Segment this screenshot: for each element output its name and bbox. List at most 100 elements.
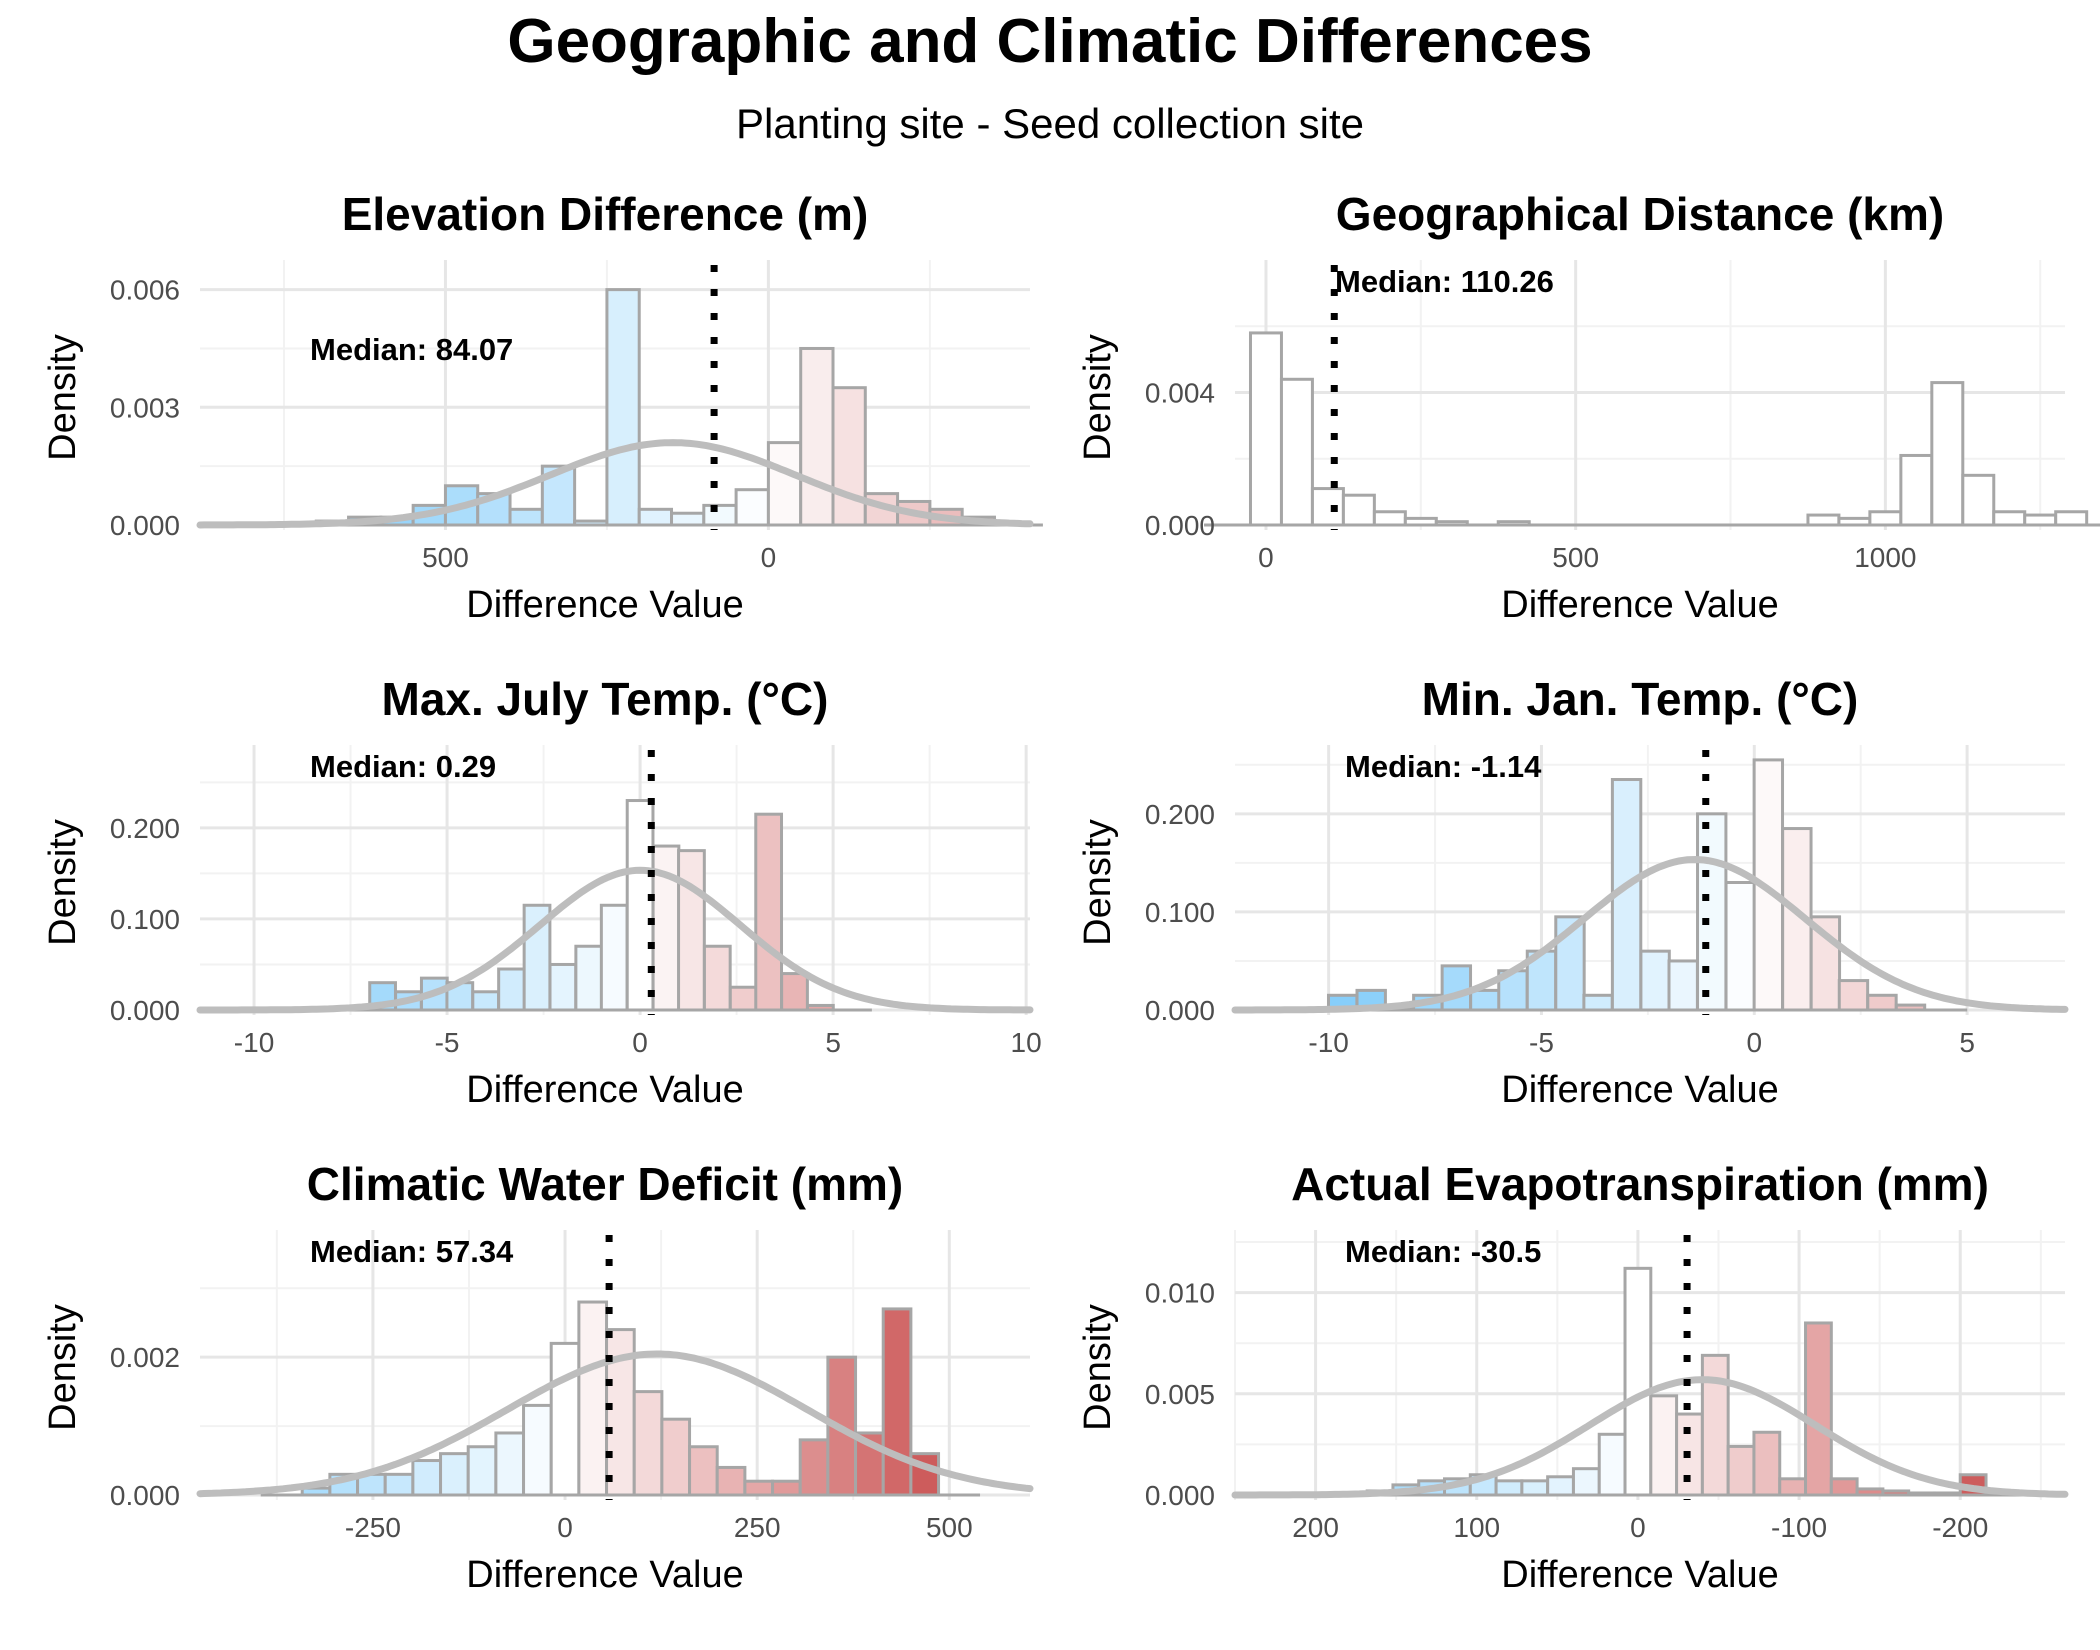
histogram-bar bbox=[540, 464, 577, 527]
chart-panel-max-july-temp: Max. July Temp. (°C) Median: 0.29 -10 -5 0 5 1… bbox=[42, 673, 1042, 1111]
histogram-bar bbox=[1403, 516, 1438, 527]
histogram-bar bbox=[1623, 1266, 1653, 1497]
histogram-bar bbox=[1837, 979, 1870, 1012]
histogram-bar bbox=[734, 488, 770, 527]
histogram-bar bbox=[1582, 993, 1614, 1012]
histogram-bar bbox=[605, 288, 641, 527]
histogram-bar bbox=[1881, 1489, 1911, 1497]
y-tick-label: 0.010 bbox=[1145, 1278, 1215, 1309]
figure-subtitle: Planting site - Seed collection site bbox=[735, 100, 1364, 147]
histogram-bar bbox=[1546, 1475, 1575, 1497]
x-axis-label: Difference Value bbox=[466, 1554, 743, 1596]
histogram-bar bbox=[1930, 381, 1965, 527]
histogram-bar bbox=[1907, 1491, 1936, 1497]
median-label: Median: 84.07 bbox=[310, 332, 513, 367]
histogram-bar bbox=[549, 1341, 581, 1497]
histogram-bar bbox=[548, 962, 578, 1012]
x-tick-label: 0 bbox=[1630, 1512, 1646, 1543]
chart-panel-elevation: Elevation Difference (m) Median: 84.07 500… bbox=[42, 188, 1043, 626]
x-axis-label: Difference Value bbox=[1501, 584, 1778, 626]
histogram-bar bbox=[1649, 1394, 1679, 1497]
y-tick-label: 0.003 bbox=[110, 392, 180, 423]
y-axis-label: Density bbox=[1077, 819, 1119, 946]
histogram-bar bbox=[1341, 493, 1376, 527]
panel-title: Climatic Water Deficit (mm) bbox=[307, 1158, 903, 1210]
y-tick-label: 0.000 bbox=[1145, 510, 1215, 541]
x-tick-label: -100 bbox=[1771, 1512, 1827, 1543]
histogram-bar bbox=[1726, 1444, 1756, 1497]
density-curve bbox=[196, 439, 1034, 529]
histogram-bar bbox=[625, 799, 655, 1012]
histogram-bar bbox=[799, 346, 835, 527]
histogram-bar bbox=[1752, 1430, 1782, 1497]
histogram-bar bbox=[1724, 881, 1756, 1012]
density-curve bbox=[1231, 1376, 2069, 1499]
y-axis-label: Density bbox=[1077, 1304, 1119, 1431]
histogram-bar bbox=[715, 1465, 747, 1497]
x-tick-label: 0 bbox=[761, 542, 777, 573]
panel-title: Min. Jan. Temp. (°C) bbox=[1422, 673, 1859, 725]
x-axis-label: Difference Value bbox=[466, 1069, 743, 1111]
histogram-bar bbox=[677, 849, 706, 1012]
y-tick-label: 0.000 bbox=[110, 995, 180, 1026]
x-tick-label: 0 bbox=[1258, 542, 1274, 573]
histogram-bar bbox=[1696, 812, 1728, 1012]
x-tick-label: 0 bbox=[1746, 1027, 1762, 1058]
histogram-bar bbox=[1894, 1003, 1927, 1012]
histogram-bar bbox=[1597, 1432, 1627, 1497]
density-curve bbox=[1231, 855, 2069, 1014]
histogram-bar bbox=[1434, 520, 1469, 527]
histogram-bar bbox=[508, 507, 544, 527]
histogram-bar bbox=[1248, 331, 1283, 527]
histogram-bar bbox=[574, 944, 604, 1012]
histogram-bar bbox=[383, 1472, 415, 1497]
y-tick-label: 0.005 bbox=[1145, 1379, 1215, 1410]
histogram-bar bbox=[599, 903, 629, 1012]
histogram-bar bbox=[798, 1438, 830, 1497]
y-tick-label: 0.000 bbox=[110, 510, 180, 541]
figure-title: Geographic and Climatic Differences bbox=[507, 7, 1593, 76]
y-tick-label: 0.100 bbox=[110, 904, 180, 935]
x-axis-label: Difference Value bbox=[1501, 1554, 1778, 1596]
histogram-bar bbox=[1866, 993, 1898, 1012]
x-tick-label: 0 bbox=[632, 1027, 648, 1058]
median-label: Median: -1.14 bbox=[1345, 749, 1542, 784]
chart-panel-evapotranspiration: Actual Evapotranspiration (mm) Median: -3… bbox=[1077, 1158, 2069, 1596]
histogram-bar bbox=[1855, 1487, 1885, 1497]
median-label: Median: 57.34 bbox=[310, 1234, 514, 1269]
histogram-bar bbox=[1279, 377, 1314, 527]
chart-panel-water-deficit: Climatic Water Deficit (mm) Median: 57.34… bbox=[42, 1158, 1034, 1596]
histogram-bar bbox=[411, 1459, 443, 1497]
histogram-bar bbox=[743, 1479, 775, 1497]
median-label: Median: 110.26 bbox=[1335, 264, 1554, 299]
histogram-bar bbox=[702, 503, 738, 527]
histogram-bar bbox=[471, 990, 501, 1012]
histogram-bar bbox=[881, 1307, 913, 1497]
histogram-bar bbox=[2023, 513, 2058, 527]
x-tick-label: -250 bbox=[345, 1512, 401, 1543]
y-tick-label: 0.100 bbox=[1145, 897, 1215, 928]
histogram-bar bbox=[1932, 1491, 1962, 1497]
x-tick-label: 0 bbox=[557, 1512, 573, 1543]
x-tick-label: 250 bbox=[734, 1512, 781, 1543]
histogram-bar bbox=[632, 1390, 664, 1497]
x-tick-label: 500 bbox=[1552, 542, 1599, 573]
y-axis-label: Density bbox=[42, 819, 84, 946]
median-label: Median: -30.5 bbox=[1345, 1234, 1541, 1269]
x-tick-label: 100 bbox=[1453, 1512, 1500, 1543]
median-label: Median: 0.29 bbox=[310, 749, 496, 784]
panel-title: Elevation Difference (m) bbox=[342, 188, 869, 240]
x-tick-label: 500 bbox=[422, 542, 469, 573]
histogram-bar bbox=[1992, 510, 2027, 527]
histogram-bar bbox=[831, 386, 867, 527]
x-axis-label: Difference Value bbox=[466, 584, 743, 626]
y-axis-label: Density bbox=[1077, 334, 1119, 461]
histogram-bar bbox=[754, 812, 784, 1012]
y-tick-label: 0.200 bbox=[1145, 799, 1215, 830]
y-tick-label: 0.000 bbox=[1145, 1480, 1215, 1511]
x-tick-label: -5 bbox=[435, 1027, 460, 1058]
histogram-bar bbox=[637, 507, 674, 527]
y-tick-label: 0.004 bbox=[1145, 378, 1215, 409]
histogram-bar bbox=[688, 1445, 719, 1497]
x-tick-label: -5 bbox=[1529, 1027, 1554, 1058]
